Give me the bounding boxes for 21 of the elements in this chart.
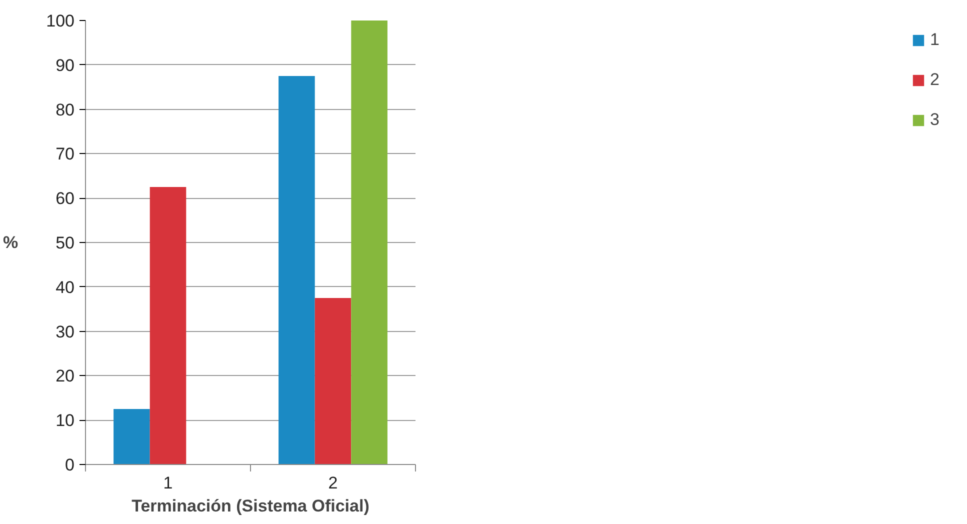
legend-label: 3 (930, 110, 940, 130)
bar (314, 298, 352, 464)
y-tick-label: 60 (56, 189, 75, 208)
legend-label: 2 (930, 70, 940, 90)
y-tick-label: 30 (56, 322, 75, 342)
bar (351, 20, 388, 464)
y-tick-label: 10 (56, 411, 75, 430)
y-tick-label: 100 (46, 12, 75, 30)
bar (278, 76, 315, 464)
y-tick-label: 70 (56, 144, 75, 164)
bar (150, 187, 186, 464)
y-axis-title: % (3, 233, 18, 252)
y-tick-label: 90 (56, 56, 75, 75)
y-tick-label: 80 (56, 100, 75, 120)
x-axis-title: Terminación (Sistema Oficial) (132, 496, 370, 516)
legend-label: 1 (930, 30, 940, 50)
y-tick-label: 0 (65, 456, 75, 474)
y-tick-label: 40 (56, 278, 75, 297)
bar (114, 409, 150, 464)
y-tick-label: 50 (56, 234, 75, 252)
y-tick-label: 20 (56, 366, 75, 386)
